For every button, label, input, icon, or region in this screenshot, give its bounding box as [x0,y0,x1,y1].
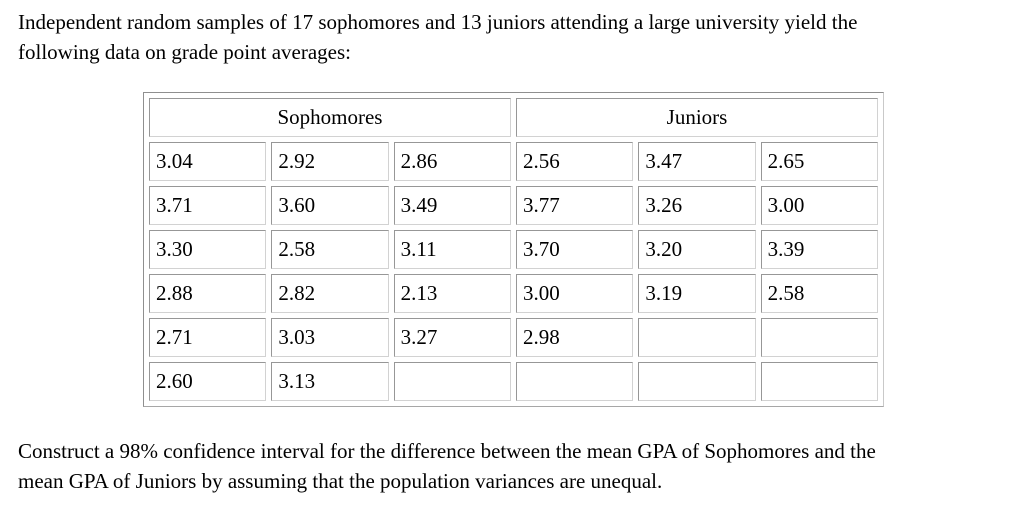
table-header-row: Sophomores Juniors [149,98,878,137]
gpa-cell [393,362,511,401]
gpa-cell: 3.11 [393,230,511,269]
gpa-cell: 3.30 [149,230,267,269]
intro-line-1: Independent random samples of 17 sophomo… [18,10,858,34]
gpa-cell: 3.39 [760,230,878,269]
gpa-cell: 3.71 [149,186,267,225]
sophomores-header: Sophomores [149,98,511,137]
gpa-cell: 2.82 [271,274,389,313]
question-text: Construct a 98% confidence interval for … [18,436,876,496]
table-row: 3.30 2.58 3.11 3.70 3.20 3.39 [149,230,878,269]
table-row: 3.04 2.92 2.86 2.56 3.47 2.65 [149,142,878,181]
gpa-cell: 3.03 [271,318,389,357]
gpa-cell: 3.00 [760,186,878,225]
gpa-cell: 3.26 [638,186,756,225]
question-line-2: mean GPA of Juniors by assuming that the… [18,469,663,493]
gpa-cell: 3.13 [271,362,389,401]
intro-text: Independent random samples of 17 sophomo… [18,7,857,67]
gpa-cell [515,362,634,401]
gpa-cell: 3.04 [149,142,267,181]
gpa-cell: 3.77 [515,186,634,225]
gpa-cell: 3.20 [638,230,756,269]
gpa-cell: 2.98 [515,318,634,357]
gpa-cell: 3.47 [638,142,756,181]
gpa-cell: 2.92 [271,142,389,181]
gpa-cell: 2.58 [271,230,389,269]
intro-line-2: following data on grade point averages: [18,40,351,64]
gpa-cell [638,362,756,401]
gpa-cell: 3.70 [515,230,634,269]
gpa-cell: 2.88 [149,274,267,313]
gpa-cell: 3.00 [515,274,634,313]
question-line-1: Construct a 98% confidence interval for … [18,439,876,463]
gpa-cell: 2.65 [760,142,878,181]
gpa-cell: 3.27 [393,318,511,357]
gpa-cell: 2.86 [393,142,511,181]
gpa-cell: 3.19 [638,274,756,313]
gpa-cell: 3.60 [271,186,389,225]
gpa-cell [760,318,878,357]
gpa-cell: 2.56 [515,142,634,181]
gpa-cell: 2.13 [393,274,511,313]
table-row: 2.88 2.82 2.13 3.00 3.19 2.58 [149,274,878,313]
juniors-header: Juniors [515,98,878,137]
table-row: 2.60 3.13 [149,362,878,401]
gpa-table: Sophomores Juniors 3.04 2.92 2.86 2.56 3… [143,92,884,407]
table-row: 2.71 3.03 3.27 2.98 [149,318,878,357]
gpa-cell: 2.60 [149,362,267,401]
gpa-cell [760,362,878,401]
table-row: 3.71 3.60 3.49 3.77 3.26 3.00 [149,186,878,225]
gpa-cell: 2.71 [149,318,267,357]
gpa-cell [638,318,756,357]
gpa-cell: 3.49 [393,186,511,225]
gpa-cell: 2.58 [760,274,878,313]
